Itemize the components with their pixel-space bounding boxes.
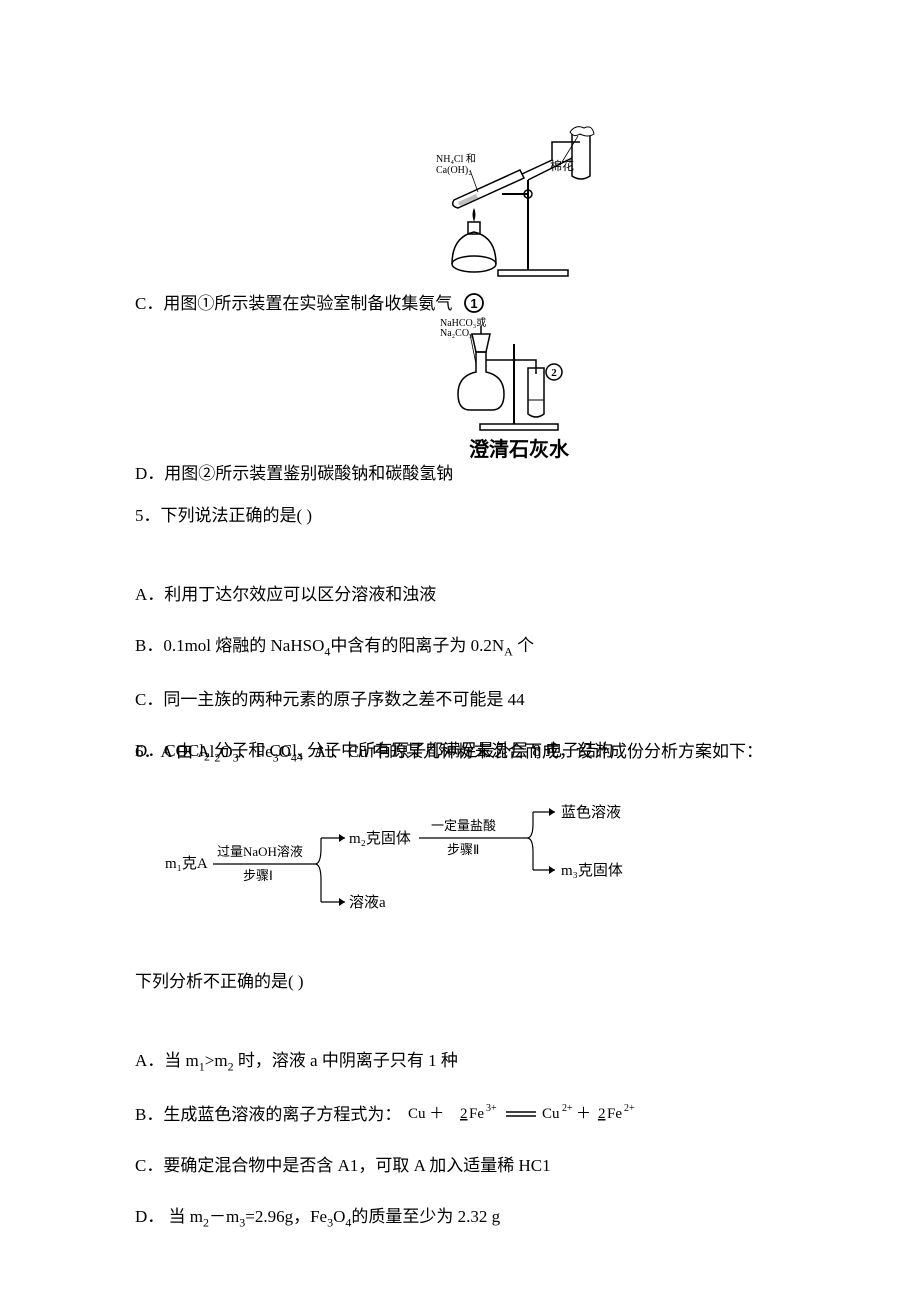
apparatus-1-svg: NH₄Cl 和Ca(OH)₂ 棉花: [432, 122, 602, 280]
option-c-text: C．用图①所示装置在实验室制备收集氨气: [135, 294, 452, 313]
svg-text:2: 2: [551, 367, 557, 379]
q6-d-o: O: [333, 1207, 345, 1226]
q5-b-pre: B．0.1mol 熔融的 NaHSO: [135, 636, 324, 655]
q6-stem-o1: O: [220, 742, 232, 761]
q5-b-mid: 中含有的阳离子为 0.2N: [330, 636, 504, 655]
svg-text:Fe: Fe: [607, 1106, 622, 1122]
apparatus-2-svg: 2 NaHCO₃或Na₂CO₃: [440, 314, 598, 434]
q6-flowchart: .ft { font-family: "KaiTi","楷体","SimSun"…: [135, 800, 785, 938]
option-d-text: D．用图②所示装置鉴别碳酸钠和碳酸氢钠: [135, 464, 453, 483]
flow-step2-top: 一定量盐酸: [431, 818, 496, 833]
figure-1-ammonia-apparatus: NH₄Cl 和Ca(OH)₂ 棉花: [432, 122, 602, 280]
fig2-caption: 澄清石灰水: [440, 434, 598, 466]
q5-stem: 5．下列说法正确的是( ): [135, 490, 785, 541]
figure-2-carbonate-apparatus: 2 NaHCO₃或Na₂CO₃ 澄清石灰水: [440, 314, 598, 464]
q6-stem-suf: 、Al、Cu 中的某几种粉末混合而成，设计成份分析方案如下：: [297, 742, 763, 761]
q6-a-suf: 时，溶液 a 中阴离子只有 1 种: [234, 1051, 458, 1070]
flow-sola: 溶液a: [349, 894, 386, 911]
svg-text:Cu: Cu: [542, 1106, 560, 1122]
svg-text:2: 2: [460, 1106, 468, 1122]
q6-stem-pre: 6．A 由 Al: [135, 742, 214, 761]
circled-1-icon: 1: [463, 292, 485, 314]
svg-text:2+: 2+: [624, 1103, 635, 1114]
flow-step2-bot: 步骤Ⅱ: [447, 842, 479, 857]
q6-a-pre: A．当 m: [135, 1051, 199, 1070]
svg-text:Fe: Fe: [469, 1106, 484, 1122]
flow-m1a: m₁克A: [165, 855, 208, 872]
svg-text:2: 2: [598, 1106, 606, 1122]
q6-opt-c: C．要确定混合物中是否含 A1，可取 A 加入适量稀 HC1: [135, 1140, 785, 1191]
svg-text:＋: ＋: [576, 1106, 591, 1122]
flowchart-svg: .ft { font-family: "KaiTi","楷体","SimSun"…: [135, 800, 695, 930]
svg-text:Cu ＋: Cu ＋: [408, 1106, 444, 1122]
q6-stem: 6．A 由 Al2O3、Fe3O4、Al、Cu 中的某几种粉末混合而成，设计成份…: [135, 726, 785, 780]
flow-m2solid: m₂克固体: [349, 830, 411, 847]
svg-text:3+: 3+: [486, 1103, 497, 1114]
q6-d-mid: －m: [209, 1207, 239, 1226]
q6-d-pre: D． 当 m: [135, 1207, 203, 1226]
ionic-equation-icon: Cu ＋ 2 Fe 3+ Cu 2+ ＋ 2 Fe 2+: [406, 1101, 646, 1127]
q6-opt-a: A．当 m1>m2 时，溶液 a 中阴离子只有 1 种: [135, 1035, 785, 1089]
q5-opt-a: A．利用丁达尔效应可以区分溶液和浊液: [135, 569, 785, 620]
q6-stem-o2: O: [279, 742, 291, 761]
flow-step1-bot: 步骤Ⅰ: [243, 868, 273, 883]
q5-b-suf: 个: [513, 636, 534, 655]
flow-step1-top: 过量NaOH溶液: [217, 844, 303, 859]
svg-text:2+: 2+: [562, 1103, 573, 1114]
fig2-reagent-label: NaHCO₃或Na₂CO₃: [440, 317, 486, 339]
question-6: 6．A 由 Al2O3、Fe3O4、Al、Cu 中的某几种粉末混合而成，设计成份…: [135, 726, 785, 1244]
q6-d-suf: 的质量至少为 2.32 g: [351, 1207, 500, 1226]
q6-opt-d: D． 当 m2－m3=2.96g，Fe3O4的质量至少为 2.32 g: [135, 1191, 785, 1245]
q6-stem-mid1: 、Fe: [239, 742, 273, 761]
q6-b-text: B．生成蓝色溶液的离子方程式为：: [135, 1105, 401, 1124]
q6-prompt: 下列分析不正确的是( ): [135, 956, 785, 1007]
flow-m3solid: m₃克固体: [561, 862, 623, 879]
q6-a-mid: >m: [205, 1051, 228, 1070]
flow-blue: 蓝色溶液: [561, 804, 621, 821]
q5-opt-c: C．同一主族的两种元素的原子序数之差不可能是 44: [135, 674, 785, 725]
q6-opt-b: B．生成蓝色溶液的离子方程式为： Cu ＋ 2 Fe 3+ Cu 2+ ＋ 2 …: [135, 1089, 785, 1140]
fig1-wool-label: 棉花: [550, 158, 574, 173]
q5-opt-b: B．0.1mol 熔融的 NaHSO4中含有的阳离子为 0.2NA 个: [135, 620, 785, 674]
fig1-reagent-label: NH₄Cl 和Ca(OH)₂: [436, 153, 476, 176]
exam-page: NH₄Cl 和Ca(OH)₂ 棉花 C．用图①所示装置在实验室制备收集氨气 1: [0, 0, 920, 1302]
svg-text:1: 1: [470, 296, 477, 311]
q6-d-mid2: =2.96g，Fe: [245, 1207, 327, 1226]
